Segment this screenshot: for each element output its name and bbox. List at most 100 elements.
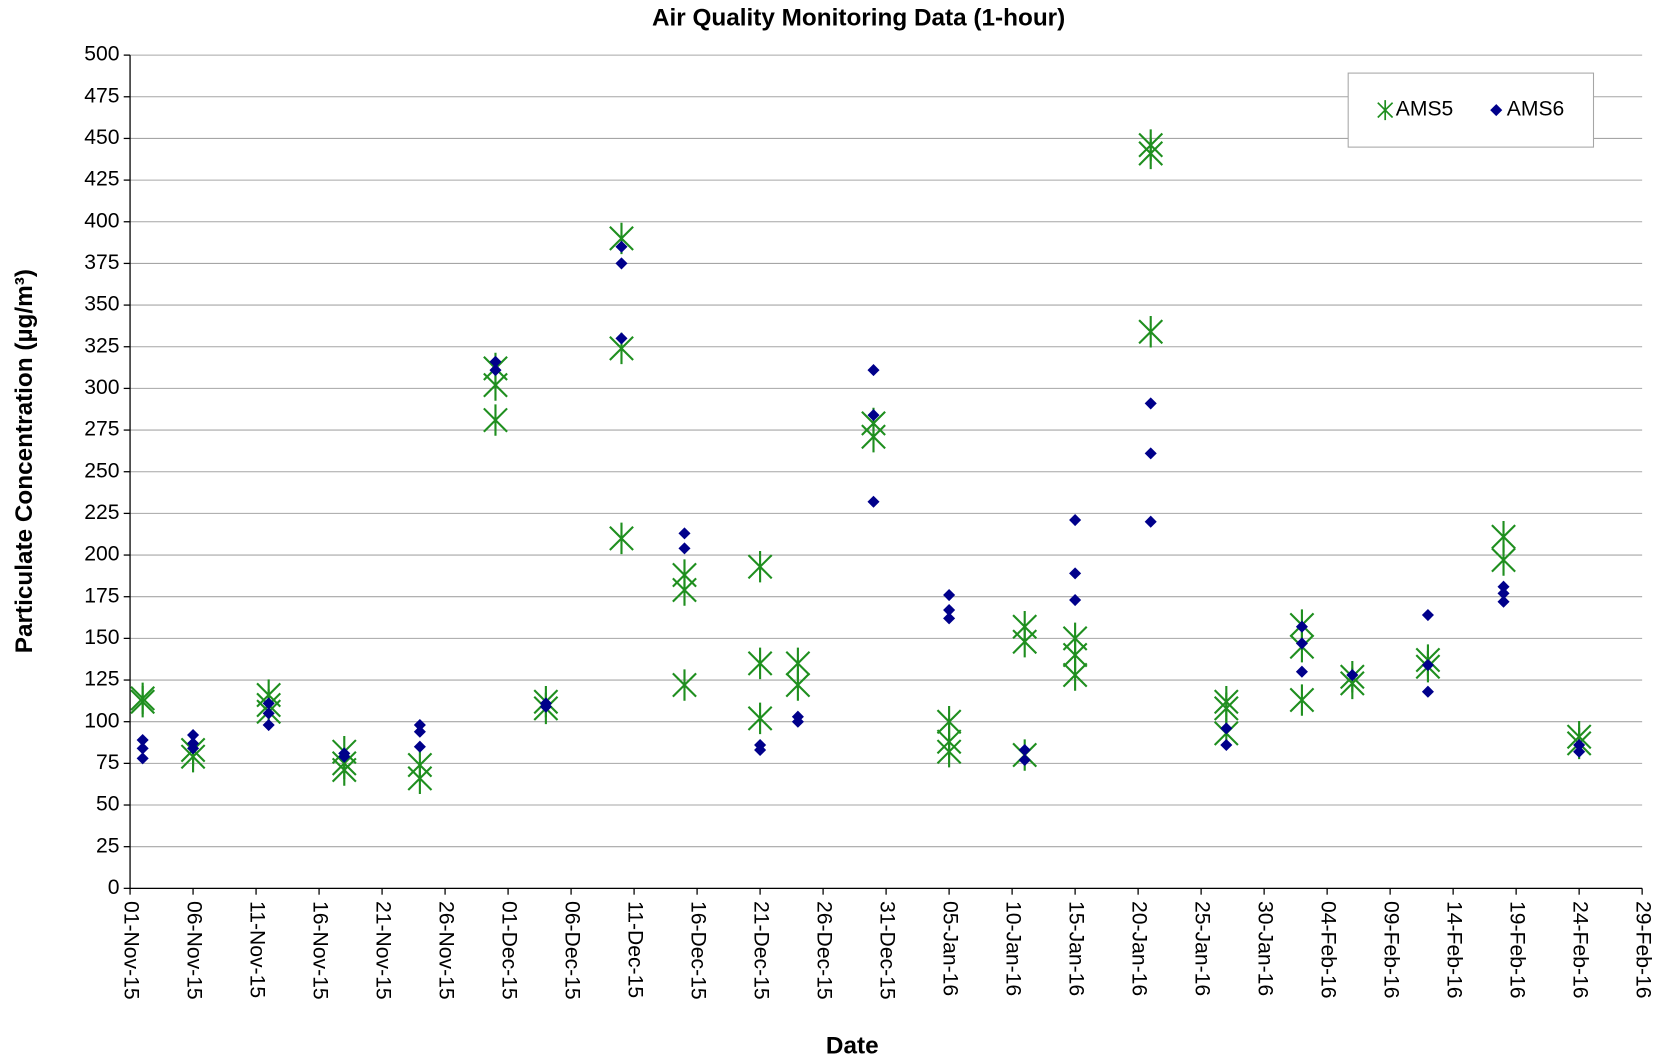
point xyxy=(1144,447,1157,460)
point xyxy=(791,715,804,728)
legend-box xyxy=(1347,72,1595,148)
x-tick-label: 24-Feb-16 xyxy=(1569,901,1592,998)
point xyxy=(407,762,433,795)
y-tick-label: 375 xyxy=(84,251,119,274)
x-tick-label: 16-Dec-15 xyxy=(687,901,710,1000)
point xyxy=(539,700,552,713)
y-tick-label: 100 xyxy=(84,709,119,732)
point xyxy=(1144,515,1157,528)
y-tick-label: 175 xyxy=(84,584,119,607)
legend: AMS5 AMS6 xyxy=(1347,72,1595,148)
point xyxy=(678,527,691,540)
x-tick-label: 09-Feb-16 xyxy=(1380,901,1403,998)
point xyxy=(615,257,628,270)
point xyxy=(413,740,426,753)
point xyxy=(187,742,200,755)
x-tick-label: 25-Jan-16 xyxy=(1191,901,1214,996)
y-tick-label: 475 xyxy=(84,84,119,107)
point xyxy=(936,735,962,768)
point xyxy=(943,589,956,602)
point xyxy=(1497,595,1510,608)
x-tick-label: 16-Nov-15 xyxy=(308,901,331,1000)
chart-title: Air Quality Monitoring Data (1-hour) xyxy=(652,5,1065,32)
x-tick-label: 26-Dec-15 xyxy=(813,901,836,1000)
y-tick-label: 150 xyxy=(84,626,119,649)
point xyxy=(754,743,767,757)
x-tick-label: 10-Jan-16 xyxy=(1002,901,1025,996)
point xyxy=(1295,637,1308,650)
point xyxy=(1289,684,1315,716)
y-tick-label: 50 xyxy=(96,793,120,816)
point xyxy=(867,495,880,508)
point xyxy=(1062,659,1088,691)
point xyxy=(1295,620,1308,633)
legend-label: AMS5 xyxy=(1396,98,1454,121)
y-tick-label: 300 xyxy=(84,376,119,399)
x-tick-label: 14-Feb-16 xyxy=(1443,901,1466,998)
x-tick-label: 05-Jan-16 xyxy=(939,901,962,996)
point xyxy=(672,574,697,606)
point xyxy=(747,551,773,583)
y-tick-label: 450 xyxy=(84,126,119,149)
legend-marker xyxy=(1490,104,1503,117)
point xyxy=(483,404,508,436)
x-tick-label: 06-Dec-15 xyxy=(561,901,584,1000)
point xyxy=(747,702,773,735)
y-tick-label: 125 xyxy=(84,668,119,691)
point xyxy=(1421,685,1434,698)
y-tick-label: 75 xyxy=(96,751,120,774)
x-tick-label: 29-Feb-16 xyxy=(1632,901,1655,998)
x-tick-label: 04-Feb-16 xyxy=(1317,901,1340,998)
point xyxy=(861,421,886,453)
x-tick-label: 26-Nov-15 xyxy=(434,901,457,1000)
point xyxy=(262,718,275,732)
point xyxy=(262,707,275,720)
point xyxy=(609,522,634,555)
point xyxy=(130,685,156,718)
point xyxy=(943,612,956,625)
point xyxy=(1069,514,1082,527)
point xyxy=(1220,722,1233,735)
point xyxy=(1295,665,1308,678)
point xyxy=(1018,743,1031,757)
x-tick-label: 01-Nov-15 xyxy=(119,901,142,1000)
x-tick-label: 01-Dec-15 xyxy=(498,901,521,1000)
point xyxy=(1018,753,1031,767)
point xyxy=(1573,745,1586,758)
y-tick-label: 325 xyxy=(84,334,119,357)
x-tick-label: 21-Nov-15 xyxy=(371,901,394,1000)
x-tick-label: 31-Dec-15 xyxy=(876,901,899,1000)
point xyxy=(867,364,880,377)
point xyxy=(1012,626,1038,658)
y-tick-label: 500 xyxy=(84,43,119,66)
point xyxy=(747,647,773,680)
y-tick-label: 400 xyxy=(84,209,119,232)
x-tick-label: 19-Feb-16 xyxy=(1506,901,1529,998)
point xyxy=(1220,738,1233,752)
x-tick-label: 06-Nov-15 xyxy=(182,901,205,1000)
y-tick-label: 0 xyxy=(108,876,120,899)
point xyxy=(785,669,811,701)
x-axis-title: Date xyxy=(826,1032,879,1059)
y-tick-label: 350 xyxy=(84,293,119,316)
point xyxy=(867,409,880,422)
point xyxy=(136,742,149,755)
x-tick-label: 15-Jan-16 xyxy=(1065,901,1088,996)
legend-marker xyxy=(1377,100,1394,121)
y-tick-label: 225 xyxy=(84,501,119,524)
y-tick-label: 250 xyxy=(84,459,119,482)
point xyxy=(1069,594,1082,607)
y-axis-title: Particulate Concentration (µg/m³) xyxy=(11,269,38,653)
point xyxy=(1421,609,1434,622)
point xyxy=(1346,669,1359,682)
point xyxy=(1144,397,1157,410)
point xyxy=(1491,544,1516,576)
x-tick-label: 30-Jan-16 xyxy=(1254,901,1277,996)
x-tick-label: 11-Dec-15 xyxy=(624,901,647,998)
point xyxy=(136,752,149,765)
point xyxy=(615,332,628,345)
point xyxy=(1069,567,1082,580)
point xyxy=(1138,137,1164,170)
point xyxy=(338,750,351,763)
